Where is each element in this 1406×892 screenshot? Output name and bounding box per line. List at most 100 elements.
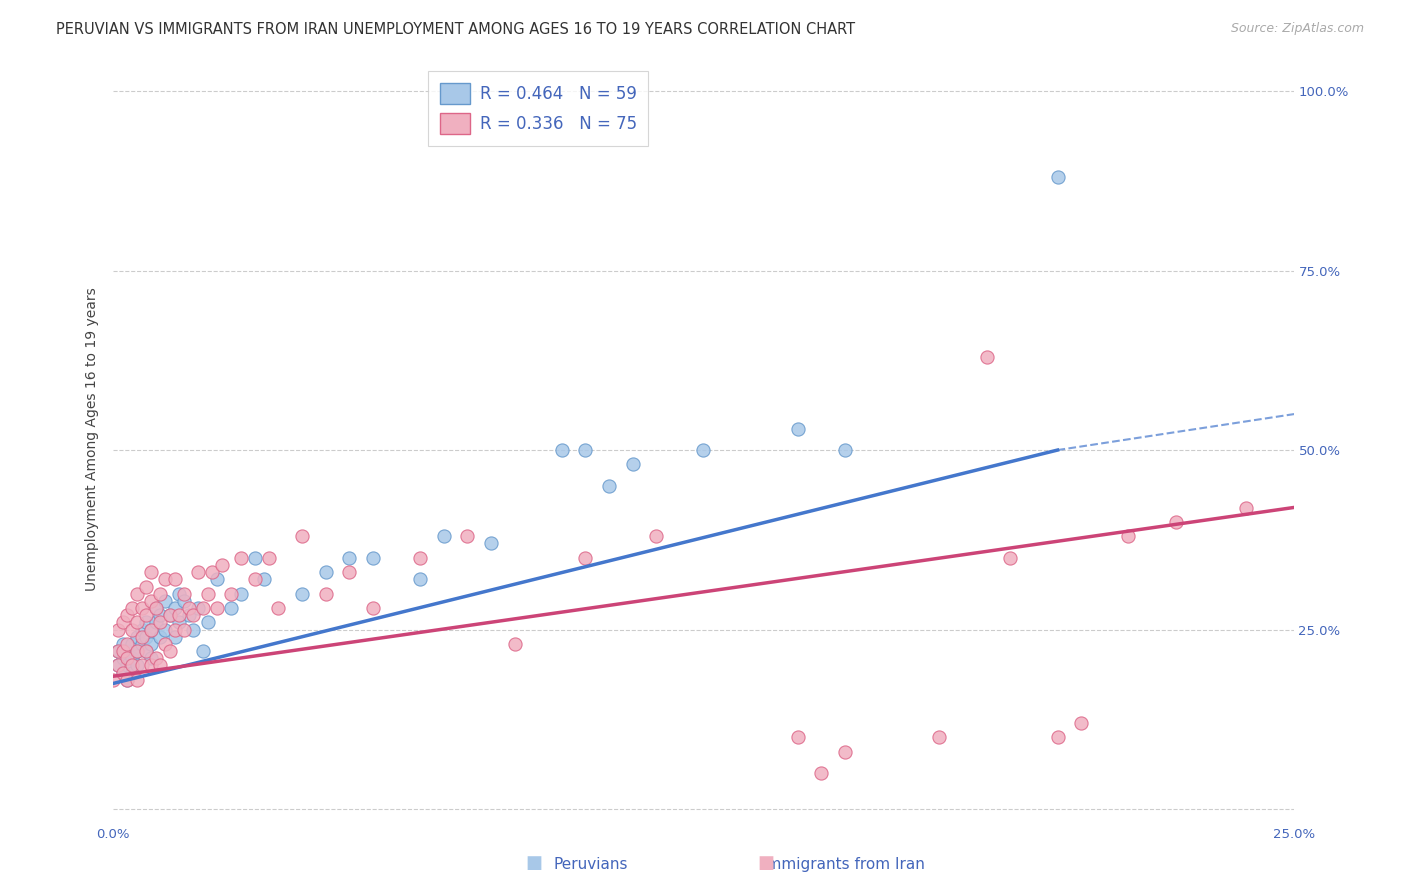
Point bbox=[107, 658, 129, 673]
Point bbox=[121, 651, 143, 665]
Point bbox=[121, 658, 143, 673]
Point bbox=[149, 608, 172, 623]
Point bbox=[125, 630, 148, 644]
Point bbox=[187, 601, 209, 615]
Point bbox=[107, 644, 129, 658]
Point bbox=[117, 651, 139, 665]
Point bbox=[786, 731, 808, 745]
Point bbox=[456, 529, 478, 543]
Point bbox=[131, 623, 153, 637]
Point bbox=[135, 615, 157, 630]
Point bbox=[361, 550, 384, 565]
Point bbox=[117, 673, 139, 687]
Point bbox=[574, 550, 596, 565]
Point bbox=[135, 644, 157, 658]
Point bbox=[149, 658, 172, 673]
Point bbox=[131, 601, 153, 615]
Point bbox=[139, 623, 162, 637]
Point bbox=[139, 637, 162, 651]
Point bbox=[131, 658, 153, 673]
Point bbox=[645, 529, 668, 543]
Point bbox=[243, 550, 266, 565]
Point bbox=[191, 644, 214, 658]
Point bbox=[135, 580, 157, 594]
Point bbox=[574, 443, 596, 458]
Point bbox=[229, 587, 252, 601]
Point bbox=[139, 651, 162, 665]
Point bbox=[153, 623, 176, 637]
Point bbox=[315, 587, 337, 601]
Point bbox=[125, 644, 148, 658]
Text: Immigrants from Iran: Immigrants from Iran bbox=[762, 857, 925, 872]
Point bbox=[976, 350, 998, 364]
Point bbox=[598, 479, 620, 493]
Point bbox=[131, 637, 153, 651]
Point bbox=[135, 644, 157, 658]
Point bbox=[219, 587, 242, 601]
Point bbox=[183, 608, 205, 623]
Text: Peruvians: Peruvians bbox=[554, 857, 627, 872]
Point bbox=[503, 637, 526, 651]
Point bbox=[111, 644, 134, 658]
Point bbox=[111, 665, 134, 680]
Point bbox=[149, 630, 172, 644]
Text: Source: ZipAtlas.com: Source: ZipAtlas.com bbox=[1230, 22, 1364, 36]
Point bbox=[409, 572, 432, 586]
Point bbox=[111, 665, 134, 680]
Point bbox=[117, 658, 139, 673]
Point bbox=[153, 637, 176, 651]
Point bbox=[479, 536, 502, 550]
Point bbox=[121, 601, 143, 615]
Point bbox=[135, 630, 157, 644]
Point bbox=[315, 565, 337, 579]
Point bbox=[337, 550, 360, 565]
Point bbox=[361, 601, 384, 615]
Point bbox=[169, 608, 191, 623]
Point bbox=[117, 673, 139, 687]
Point bbox=[121, 637, 143, 651]
Point bbox=[139, 623, 162, 637]
Point bbox=[145, 615, 167, 630]
Point bbox=[291, 587, 314, 601]
Point bbox=[1164, 515, 1187, 529]
Point bbox=[145, 651, 167, 665]
Point bbox=[621, 458, 644, 472]
Point bbox=[107, 623, 129, 637]
Point bbox=[1070, 715, 1092, 730]
Point bbox=[159, 608, 181, 623]
Point bbox=[169, 587, 191, 601]
Point bbox=[197, 615, 219, 630]
Point bbox=[1234, 500, 1257, 515]
Point bbox=[1000, 550, 1022, 565]
Point bbox=[834, 443, 856, 458]
Point bbox=[201, 565, 224, 579]
Point bbox=[197, 587, 219, 601]
Point bbox=[205, 572, 228, 586]
Y-axis label: Unemployment Among Ages 16 to 19 years: Unemployment Among Ages 16 to 19 years bbox=[86, 287, 100, 591]
Point bbox=[692, 443, 714, 458]
Point bbox=[121, 623, 143, 637]
Point bbox=[177, 601, 200, 615]
Text: ■: ■ bbox=[526, 855, 543, 872]
Point bbox=[229, 550, 252, 565]
Point bbox=[125, 615, 148, 630]
Point bbox=[153, 594, 176, 608]
Point bbox=[1118, 529, 1140, 543]
Point bbox=[1046, 170, 1069, 185]
Text: PERUVIAN VS IMMIGRANTS FROM IRAN UNEMPLOYMENT AMONG AGES 16 TO 19 YEARS CORRELAT: PERUVIAN VS IMMIGRANTS FROM IRAN UNEMPLO… bbox=[56, 22, 855, 37]
Point bbox=[103, 673, 125, 687]
Point bbox=[125, 658, 148, 673]
Point bbox=[1046, 731, 1069, 745]
Point bbox=[111, 651, 134, 665]
Point bbox=[177, 608, 200, 623]
Point bbox=[173, 587, 195, 601]
Point bbox=[191, 601, 214, 615]
Point bbox=[125, 673, 148, 687]
Point bbox=[121, 665, 143, 680]
Point bbox=[834, 745, 856, 759]
Point bbox=[433, 529, 456, 543]
Point bbox=[149, 615, 172, 630]
Text: ■: ■ bbox=[758, 855, 775, 872]
Point bbox=[125, 587, 148, 601]
Point bbox=[131, 630, 153, 644]
